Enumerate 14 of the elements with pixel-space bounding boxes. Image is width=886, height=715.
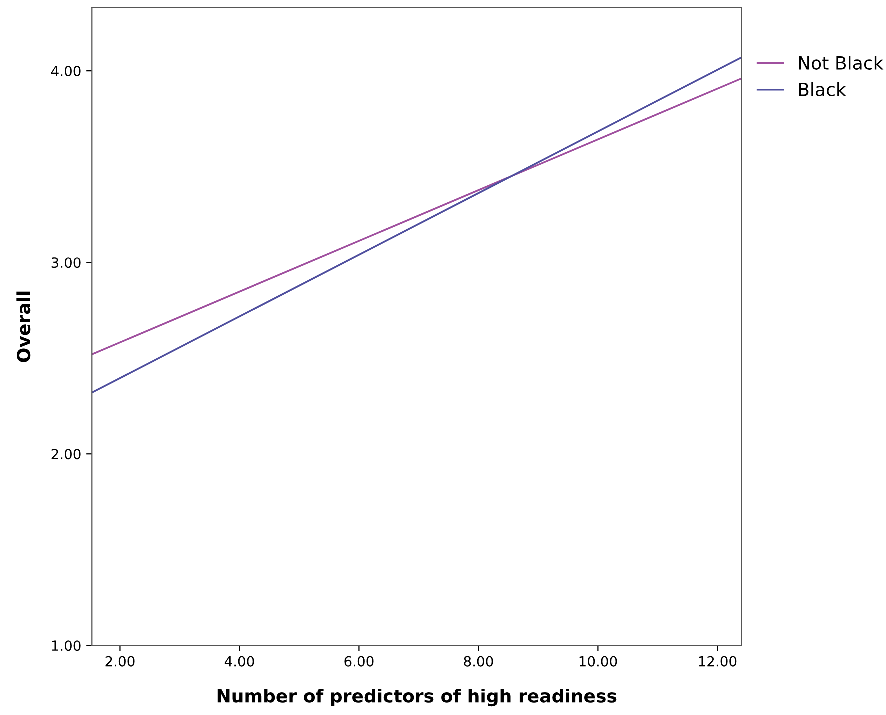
x-tick-label: 10.00 xyxy=(580,656,618,667)
x-tick-label: 8.00 xyxy=(464,656,494,667)
y-tick-label: 4.00 xyxy=(51,66,81,77)
x-tick-label: 4.00 xyxy=(224,656,254,667)
y-axis-title: Overall xyxy=(16,292,31,362)
legend-label: Not Black xyxy=(799,56,884,70)
x-tick-label: 6.00 xyxy=(344,656,374,667)
y-tick-label: 2.00 xyxy=(52,449,81,460)
x-tick-label: 12.00 xyxy=(699,656,737,667)
legend-label: Black xyxy=(799,82,846,96)
x-axis-title: Number of predictors of high readiness xyxy=(218,688,617,707)
x-tick-label: 2.00 xyxy=(106,656,135,667)
y-tick-label: 3.00 xyxy=(52,258,81,268)
y-tick-label: 1.00 xyxy=(52,640,81,652)
